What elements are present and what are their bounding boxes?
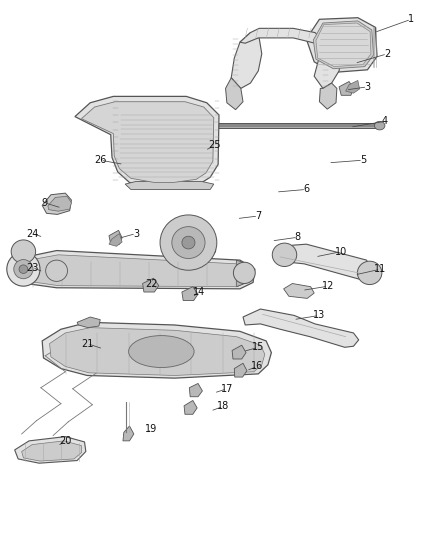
Ellipse shape xyxy=(172,227,205,259)
Ellipse shape xyxy=(374,122,385,130)
Polygon shape xyxy=(279,244,371,279)
Text: 25: 25 xyxy=(208,140,221,150)
Text: 15: 15 xyxy=(252,342,265,352)
Text: 20: 20 xyxy=(59,436,71,446)
Polygon shape xyxy=(125,181,214,189)
Polygon shape xyxy=(42,193,71,214)
Polygon shape xyxy=(232,345,246,359)
Text: 19: 19 xyxy=(145,424,157,434)
Ellipse shape xyxy=(168,122,178,130)
Polygon shape xyxy=(182,287,198,301)
Polygon shape xyxy=(231,33,262,88)
Polygon shape xyxy=(42,322,272,378)
Text: 23: 23 xyxy=(26,263,38,272)
Text: 5: 5 xyxy=(360,155,366,165)
Polygon shape xyxy=(314,31,342,88)
Text: 9: 9 xyxy=(41,198,47,208)
Text: 14: 14 xyxy=(193,287,205,297)
Polygon shape xyxy=(189,383,202,397)
Ellipse shape xyxy=(357,261,382,285)
Text: 24: 24 xyxy=(26,229,38,239)
Polygon shape xyxy=(339,82,353,95)
Ellipse shape xyxy=(233,262,255,284)
Polygon shape xyxy=(109,230,122,244)
Text: 6: 6 xyxy=(303,184,309,195)
Polygon shape xyxy=(169,225,215,264)
Polygon shape xyxy=(77,317,100,328)
Text: 10: 10 xyxy=(335,247,347,256)
Polygon shape xyxy=(75,96,219,188)
Polygon shape xyxy=(14,437,86,463)
Polygon shape xyxy=(306,18,377,72)
Polygon shape xyxy=(21,441,81,461)
Text: 2: 2 xyxy=(384,49,390,59)
Text: 4: 4 xyxy=(382,116,388,126)
Ellipse shape xyxy=(7,252,40,286)
Polygon shape xyxy=(237,260,251,287)
Text: 18: 18 xyxy=(217,401,230,411)
Ellipse shape xyxy=(14,260,33,279)
Text: 22: 22 xyxy=(145,279,158,288)
Text: 3: 3 xyxy=(133,229,139,239)
Polygon shape xyxy=(184,400,197,414)
Text: 1: 1 xyxy=(408,14,414,25)
Polygon shape xyxy=(313,21,374,69)
Text: 8: 8 xyxy=(294,232,300,243)
Text: 7: 7 xyxy=(255,211,261,221)
Polygon shape xyxy=(284,284,314,298)
Polygon shape xyxy=(109,233,122,246)
Ellipse shape xyxy=(272,243,297,266)
Polygon shape xyxy=(234,364,247,377)
Text: 3: 3 xyxy=(364,82,371,92)
Ellipse shape xyxy=(11,240,35,263)
Polygon shape xyxy=(316,23,371,67)
Text: 26: 26 xyxy=(94,155,106,165)
Text: 16: 16 xyxy=(251,361,264,372)
Text: 13: 13 xyxy=(313,310,325,320)
Text: 17: 17 xyxy=(221,384,233,394)
Polygon shape xyxy=(173,123,380,128)
Polygon shape xyxy=(319,83,337,109)
Polygon shape xyxy=(240,28,323,47)
Polygon shape xyxy=(48,196,71,211)
Ellipse shape xyxy=(160,215,217,270)
Polygon shape xyxy=(49,328,265,375)
Text: 21: 21 xyxy=(81,338,93,349)
Text: 11: 11 xyxy=(374,264,387,274)
Polygon shape xyxy=(143,278,159,292)
Polygon shape xyxy=(13,251,255,289)
Polygon shape xyxy=(19,255,249,287)
Ellipse shape xyxy=(182,236,195,249)
Polygon shape xyxy=(81,102,214,182)
Polygon shape xyxy=(226,78,243,110)
Ellipse shape xyxy=(129,336,194,368)
Polygon shape xyxy=(123,426,134,441)
Polygon shape xyxy=(243,309,359,348)
Ellipse shape xyxy=(19,265,28,273)
Polygon shape xyxy=(346,80,360,93)
Ellipse shape xyxy=(46,260,67,281)
Text: 12: 12 xyxy=(322,281,334,291)
